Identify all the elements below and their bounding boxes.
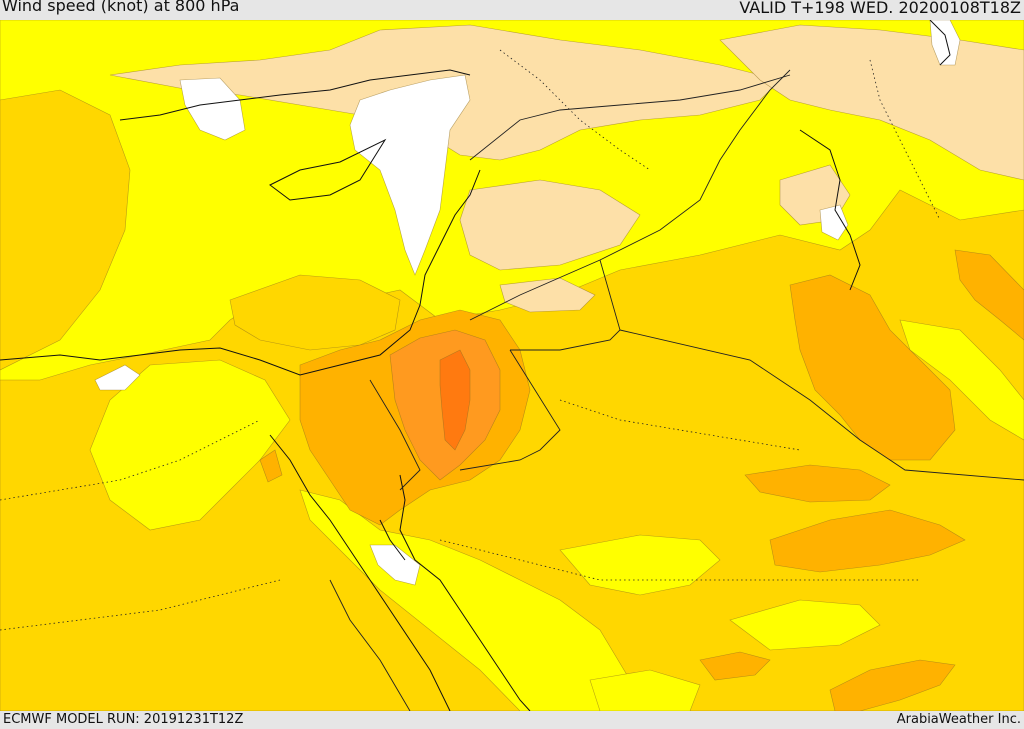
- valid-time: VALID T+198 WED. 20200108T18Z: [739, 0, 1021, 17]
- coastline-gulf-of-aqaba: [379, 519, 406, 561]
- band-light-syria: [459, 179, 641, 271]
- band-fresh-west-egypt: [259, 449, 283, 483]
- border-egypt-sudan: [329, 579, 411, 711]
- band-calm-gulf: [819, 204, 849, 241]
- header-bar: Wind speed (knot) at 800 hPa VALID T+198…: [0, 0, 1024, 20]
- band-low-east-strip: [899, 319, 1024, 441]
- credit: ArabiaWeather Inc.: [896, 712, 1021, 727]
- coastline-red-sea-east: [399, 474, 531, 711]
- model-run: ECMWF MODEL RUN: 20191231T12Z: [3, 712, 244, 727]
- wind-speed-map: [0, 20, 1024, 711]
- band-low-southeast: [729, 599, 881, 651]
- border-iraq-saudi: [459, 349, 561, 471]
- band-very-strong-core: [439, 349, 471, 451]
- coastline-caspian: [929, 20, 951, 66]
- coastline-mediterranean: [0, 169, 481, 376]
- border-jordan-iraq: [510, 259, 621, 351]
- coastline-persian-gulf: [799, 129, 861, 291]
- coastline-cyprus: [269, 138, 387, 201]
- border-egypt-israel: [369, 379, 421, 491]
- band-calm-caspian: [929, 20, 961, 66]
- band-fresh-iraq-east: [954, 249, 1024, 341]
- dotted-boundary-saudi-south: [439, 539, 920, 581]
- band-low-far-south: [589, 669, 701, 711]
- border-turkey-syria: [469, 74, 791, 161]
- footer-bar: ECMWF MODEL RUN: 20191231T12Z ArabiaWeat…: [0, 711, 1024, 729]
- coastline-red-sea-west: [269, 434, 451, 711]
- band-fresh-south-center: [699, 651, 771, 681]
- dotted-boundary-egypt-south: [0, 579, 281, 631]
- border-syria-iraq: [469, 69, 791, 321]
- band-calm-egypt-coast: [94, 364, 141, 391]
- band-calm-turkey-west: [179, 77, 246, 141]
- band-low-egypt: [89, 359, 291, 531]
- band-fresh-iraq: [789, 274, 956, 461]
- band-fresh-southeast: [769, 509, 966, 573]
- map-title: Wind speed (knot) at 800 hPa: [2, 0, 240, 15]
- band-moderate-central: [229, 274, 401, 351]
- band-fresh-east-central: [744, 464, 891, 503]
- dotted-boundary-east: [869, 59, 941, 221]
- coastline-turkey-south: [119, 69, 471, 121]
- band-calm-turkey-east: [349, 74, 471, 276]
- band-fresh-far-south: [829, 659, 956, 711]
- band-moderate-west: [0, 89, 131, 371]
- band-low-south-center: [559, 534, 721, 596]
- band-calm-red-sea-north: [369, 544, 421, 586]
- border-iraq-kuwait: [619, 329, 1024, 481]
- dotted-boundary-egypt: [0, 419, 261, 501]
